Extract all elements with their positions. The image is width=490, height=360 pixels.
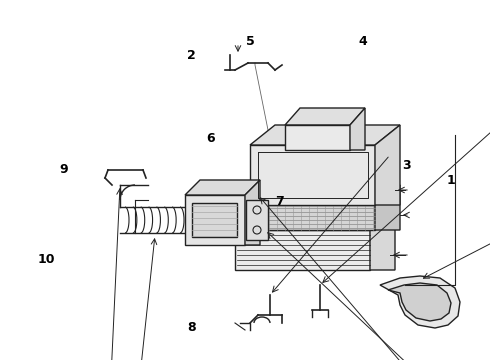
Text: 7: 7 bbox=[275, 195, 284, 208]
Polygon shape bbox=[250, 145, 375, 205]
Polygon shape bbox=[192, 203, 237, 237]
Text: 1: 1 bbox=[446, 174, 455, 186]
Polygon shape bbox=[375, 185, 400, 230]
Text: 9: 9 bbox=[59, 163, 68, 176]
Text: 2: 2 bbox=[187, 49, 196, 62]
Polygon shape bbox=[246, 200, 268, 240]
Polygon shape bbox=[245, 180, 260, 245]
Polygon shape bbox=[285, 108, 365, 125]
Polygon shape bbox=[185, 195, 245, 245]
Polygon shape bbox=[235, 230, 370, 270]
Polygon shape bbox=[285, 125, 350, 150]
Text: 4: 4 bbox=[358, 35, 367, 48]
Text: 6: 6 bbox=[206, 132, 215, 145]
Polygon shape bbox=[350, 108, 365, 150]
Polygon shape bbox=[375, 125, 400, 205]
Text: 5: 5 bbox=[245, 35, 254, 48]
Polygon shape bbox=[235, 210, 395, 230]
Polygon shape bbox=[388, 283, 451, 321]
Polygon shape bbox=[240, 205, 375, 230]
Polygon shape bbox=[380, 276, 460, 328]
Text: 3: 3 bbox=[402, 159, 411, 172]
Polygon shape bbox=[240, 185, 400, 205]
Polygon shape bbox=[250, 125, 400, 145]
Polygon shape bbox=[185, 180, 260, 195]
Text: 10: 10 bbox=[38, 253, 55, 266]
Polygon shape bbox=[370, 210, 395, 270]
Text: 8: 8 bbox=[187, 321, 196, 334]
